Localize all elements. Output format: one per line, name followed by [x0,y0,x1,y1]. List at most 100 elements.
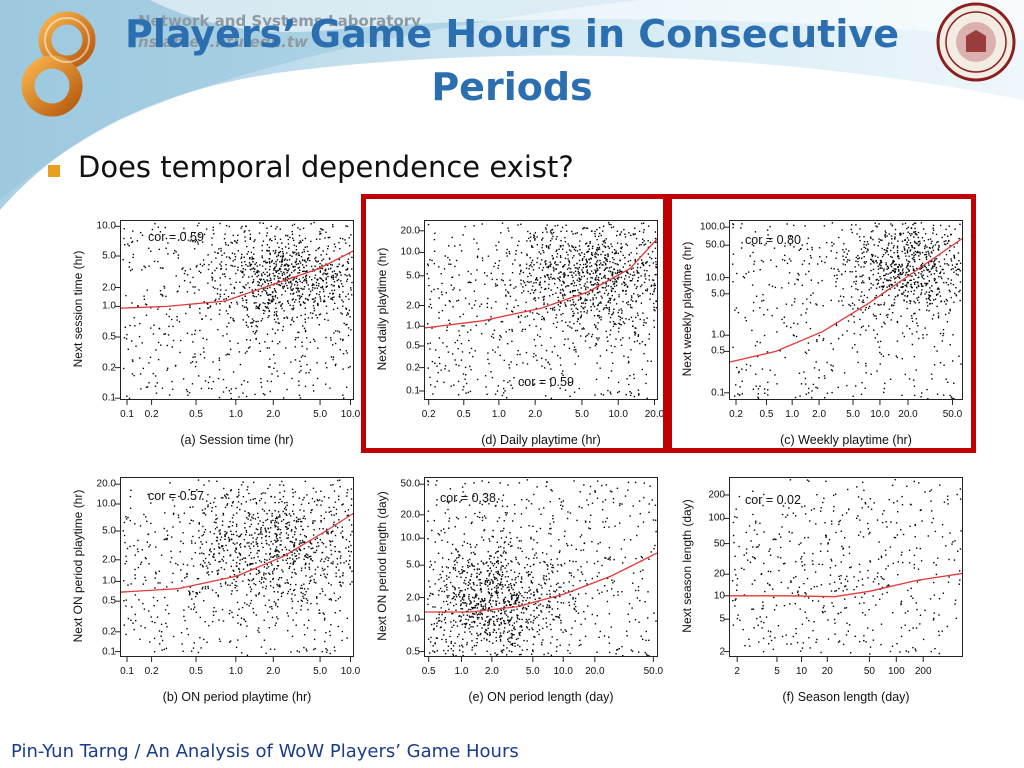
x-tick-label: 5.0 [313,666,328,677]
y-tick-label: 50.0 [400,478,420,490]
x-tick-label: 10.0 [608,409,628,420]
x-axis-label: (b) ON period playtime (hr) [162,690,312,704]
x-tick-label: 2.0 [266,409,281,420]
y-tick-label: 10.0 [96,498,116,510]
y-tick-label: 100.0 [699,221,725,233]
y-tick-label: 1.0 [406,613,420,625]
x-tick-label: 20.0 [585,666,605,677]
fit-curve [119,250,355,309]
plot-frame [120,477,354,657]
x-tick-label: 20 [821,666,833,677]
y-axis-label: Next session time (hr) [71,250,85,368]
y-tick-label: 2.0 [102,282,116,293]
y-tick-label: 0.5 [711,345,725,357]
y-tick-label: 1.0 [102,575,116,587]
x-tick-label: 2.0 [528,409,543,420]
y-tick-label: 2.0 [406,592,420,604]
y-axis-label: Next ON period playtime (hr) [71,489,85,643]
x-tick-label: 0.1 [120,409,134,420]
x-tick-label: 0.5 [759,409,774,420]
y-tick-label: 20.0 [400,509,420,521]
slide-title-line1: Players’ Game Hours in Consecutive [125,12,899,56]
y-tick-label: 20.0 [96,478,116,490]
fit-curve [728,237,964,363]
y-tick-label: 0.5 [406,340,420,352]
scatter-plot-b: 0.1 0.2 0.5 1.0 2.0 5.0 10.0 20.0 10.0 5.0 2.0 1.0 0… [66,467,366,723]
y-tick-label: 5.0 [102,525,116,537]
x-tick-label: 1.0 [454,666,469,677]
plot-frame [424,477,658,657]
header-background-swoosh [0,0,1024,210]
lab-logo [21,11,96,117]
x-tick-label: 200 [914,666,932,677]
y-tick-label: 1.0 [406,320,420,332]
x-axis-label: (f) Season length (day) [782,690,910,704]
scatter-points [732,479,962,655]
y-tick-label: 5 [719,613,725,625]
y-tick-label: 1.0 [711,329,725,341]
y-tick-label: 2.0 [406,300,420,311]
x-tick-label: 2.0 [812,409,827,420]
y-tick-label: 5.0 [711,288,725,300]
x-axis-label: (a) Session time (hr) [180,433,294,447]
x-tick-label: 0.2 [144,409,159,420]
scatter-points [426,221,658,399]
correlation-label: cor = 0.38 [440,491,496,505]
fit-curve [424,552,659,613]
scatter-points [122,479,353,656]
x-tick-label: 5.0 [313,409,328,420]
y-tick-label: 20 [713,568,725,580]
plot-frame [120,220,354,400]
x-tick-label: 0.2 [144,666,159,677]
y-tick-label: 5.0 [406,270,420,282]
y-tick-label: 0.1 [711,387,725,399]
footer-text: Pin-Yun Tarng / An Analysis of WoW Playe… [11,741,519,762]
scatter-plot-b-graphic [115,479,355,662]
x-tick-label: 10.0 [553,666,573,677]
x-tick-label: 1.0 [785,409,800,420]
y-tick-label: 0.5 [406,646,420,658]
slide-title-line2: Periods [431,65,593,109]
x-tick-label: 100 [887,666,905,677]
x-tick-label: 50.0 [643,666,664,677]
x-tick-label: 2.0 [484,666,499,677]
x-axis-label: (c) Weekly playtime (hr) [780,433,912,447]
plot-frame [729,477,963,657]
correlation-label: cor = 0.80 [745,233,801,247]
y-axis-label: Next ON period length (day) [375,491,389,641]
plot-frame [424,220,658,400]
x-tick-label: 2 [734,666,740,677]
y-tick-label: 2 [719,646,725,658]
x-tick-label: 1.0 [491,409,506,420]
y-tick-label: 2.0 [102,554,116,566]
x-tick-label: 10.0 [870,409,890,420]
y-tick-label: 50.0 [705,239,725,251]
x-tick-label: 10.0 [340,666,361,677]
scatter-plot-f-graphic [724,479,964,662]
x-tick-label: 2.0 [266,666,281,677]
scatter-plot-a-graphic [115,221,355,405]
y-tick-label: 0.1 [102,392,116,404]
fit-curve [423,237,659,329]
bullet-text: Does temporal dependence exist? [78,150,574,184]
x-tick-label: 5.0 [574,409,589,420]
y-tick-label: 0.1 [406,385,420,397]
y-tick-label: 10.0 [705,272,725,284]
y-tick-label: 0.2 [406,362,420,374]
scatter-plot-c-graphic [724,222,964,405]
bullet-square-icon [48,165,60,177]
y-tick-label: 200 [708,489,725,501]
x-tick-label: 10 [795,666,808,677]
x-tick-label: 20.0 [898,409,918,420]
y-axis-label: Next season length (day) [680,499,694,633]
x-tick-label: 0.5 [189,409,203,420]
highlight-box-daily [361,194,668,453]
scatter-plot-f: 2 5 10 20 50 100 200 200 100 50 20 10 5 2 (f) Season l… [675,467,975,723]
fit-curve [729,572,964,598]
scatter-plot-d-graphic [419,221,659,405]
x-tick-label: 0.5 [456,409,471,420]
correlation-label: cor = 0.59 [148,230,204,244]
x-tick-label: 1.0 [228,666,243,677]
y-tick-label: 0.5 [102,331,116,343]
x-axis-label: (d) Daily playtime (hr) [481,433,601,447]
